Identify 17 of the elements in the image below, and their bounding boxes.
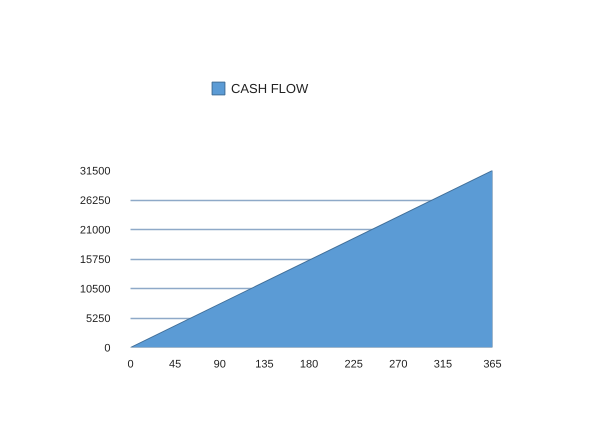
y-tick-label: 5250 [86, 313, 111, 325]
x-tick-label: 45 [169, 358, 182, 370]
x-tick-label: 0 [127, 358, 134, 370]
y-tick-label: 31500 [80, 166, 111, 178]
legend-label: CASH FLOW [231, 80, 308, 96]
x-tick-label: 90 [214, 358, 226, 370]
x-tick-label: 225 [344, 358, 363, 370]
x-tick-label: 270 [389, 358, 408, 370]
x-tick-label: 180 [300, 358, 318, 370]
y-tick-label: 21000 [80, 224, 111, 236]
y-tick-label: 26250 [80, 195, 111, 207]
y-tick-label: 0 [104, 342, 111, 354]
x-tick-label: 365 [483, 358, 502, 370]
y-tick-label: 10500 [80, 284, 111, 296]
x-tick-label: 315 [434, 358, 452, 370]
y-tick-label: 15750 [80, 254, 111, 266]
x-tick-label: 135 [255, 358, 274, 370]
